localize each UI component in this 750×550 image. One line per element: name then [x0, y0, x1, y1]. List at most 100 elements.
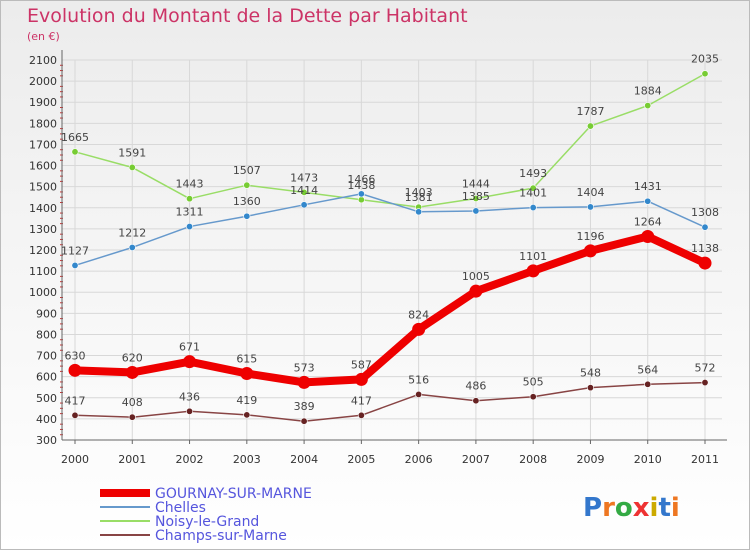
x-tick-label: 2005: [347, 453, 375, 466]
data-label: 1212: [118, 226, 146, 239]
y-tick-label: 300: [36, 434, 57, 447]
data-label: 436: [179, 390, 200, 403]
data-label: 1493: [519, 167, 547, 180]
proxiti-logo-text: Proxiti: [583, 493, 680, 523]
data-label: 1443: [176, 178, 204, 191]
series-line: [71, 232, 709, 387]
data-point: [472, 194, 480, 202]
data-label: 1404: [576, 186, 604, 199]
legend-label: Chelles: [155, 500, 206, 516]
data-point: [415, 208, 423, 216]
data-point: [529, 184, 537, 192]
legend-item: GOURNAY-SUR-MARNE: [100, 486, 312, 502]
data-point: [300, 188, 308, 196]
data-point: [183, 355, 197, 369]
data-point: [186, 223, 194, 231]
y-tick-label: 2000: [29, 75, 57, 88]
data-label: 1127: [61, 244, 89, 257]
data-label: 572: [695, 362, 716, 375]
data-point: [644, 102, 652, 110]
legend-label: Noisy-le-Grand: [155, 514, 259, 530]
y-tick-label: 1300: [29, 223, 57, 236]
x-tick-label: 2004: [290, 453, 318, 466]
y-tick-label: 1800: [29, 117, 57, 130]
data-label: 573: [294, 361, 315, 374]
x-tick-label: 2009: [576, 453, 604, 466]
data-label: 1507: [233, 164, 261, 177]
data-point: [357, 190, 365, 198]
y-tick-label: 1500: [29, 181, 57, 194]
data-point: [415, 390, 423, 398]
y-tick-label: 1900: [29, 96, 57, 109]
y-tick-label: 1600: [29, 160, 57, 173]
proxiti-logo: Proxiti: [583, 493, 680, 523]
data-point: [529, 393, 537, 401]
data-label: 671: [179, 341, 200, 354]
data-label: 486: [465, 380, 486, 393]
data-label: 505: [523, 376, 544, 389]
data-label: 389: [294, 400, 315, 413]
data-label: 1101: [519, 250, 547, 263]
y-tick-label: 1200: [29, 244, 57, 257]
data-point: [128, 243, 136, 251]
data-point: [469, 284, 483, 298]
data-label: 1196: [576, 230, 604, 243]
data-point: [300, 417, 308, 425]
series-layer: 1665 1591 1443 1507 1473 1438 1403 1444 1493 1787…: [61, 53, 719, 425]
data-point: [701, 379, 709, 387]
data-point: [698, 256, 712, 270]
data-point: [68, 363, 82, 377]
data-label: 2035: [691, 53, 719, 66]
series-gournay-sur-marne: 630 620 671 615 573 587 824 1005 1101 1196 1264 113…: [65, 215, 719, 389]
x-tick-label: 2010: [634, 453, 662, 466]
legend-label: Champs-sur-Marne: [155, 528, 287, 544]
data-label: 417: [351, 394, 372, 407]
series-champs-sur-marne: 417 408 436 419 389 417 516 486 505 548 564 572: [65, 362, 716, 425]
legend-label: GOURNAY-SUR-MARNE: [155, 486, 312, 502]
data-label: 516: [408, 373, 429, 386]
data-label: 1438: [347, 179, 375, 192]
data-point: [186, 407, 194, 415]
data-point: [472, 207, 480, 215]
legend-item: Champs-sur-Marne: [100, 528, 287, 544]
data-point: [128, 413, 136, 421]
legend-item: Noisy-le-Grand: [100, 514, 259, 530]
data-point: [128, 163, 136, 171]
data-point: [186, 195, 194, 203]
series-chelles: 1127 1212 1311 1360 1414 1466 1381 1385 1401 1404…: [61, 173, 719, 269]
data-label: 1884: [634, 85, 662, 98]
data-label: 824: [408, 308, 429, 321]
data-label: 615: [236, 353, 257, 366]
data-point: [472, 397, 480, 405]
data-point: [71, 411, 79, 419]
x-tick-label: 2001: [118, 453, 146, 466]
x-tick-label: 2006: [405, 453, 433, 466]
data-point: [583, 244, 597, 258]
data-label: 1264: [634, 215, 662, 228]
data-point: [641, 229, 655, 243]
x-tick-label: 2003: [233, 453, 261, 466]
data-label: 1385: [462, 190, 490, 203]
y-tick-label: 500: [36, 392, 57, 405]
data-point: [701, 223, 709, 231]
data-point: [243, 181, 251, 189]
legend: GOURNAY-SUR-MARNEChellesNoisy-le-GrandCh…: [100, 486, 312, 544]
data-label: 408: [122, 396, 143, 409]
data-point: [526, 264, 540, 278]
data-point: [243, 212, 251, 220]
y-tick-label: 400: [36, 413, 57, 426]
data-point: [71, 261, 79, 269]
data-label: 1787: [576, 105, 604, 118]
y-tick-label: 1400: [29, 202, 57, 215]
data-point: [586, 384, 594, 392]
series-line: [74, 381, 706, 422]
chart-title: Evolution du Montant de la Dette par Hab…: [27, 5, 468, 27]
y-tick-label: 1000: [29, 286, 57, 299]
data-point: [412, 322, 426, 336]
y-tick-label: 900: [36, 307, 57, 320]
y-tick-label: 2100: [29, 54, 57, 67]
x-tick-label: 2007: [462, 453, 490, 466]
data-label: 1308: [691, 206, 719, 219]
